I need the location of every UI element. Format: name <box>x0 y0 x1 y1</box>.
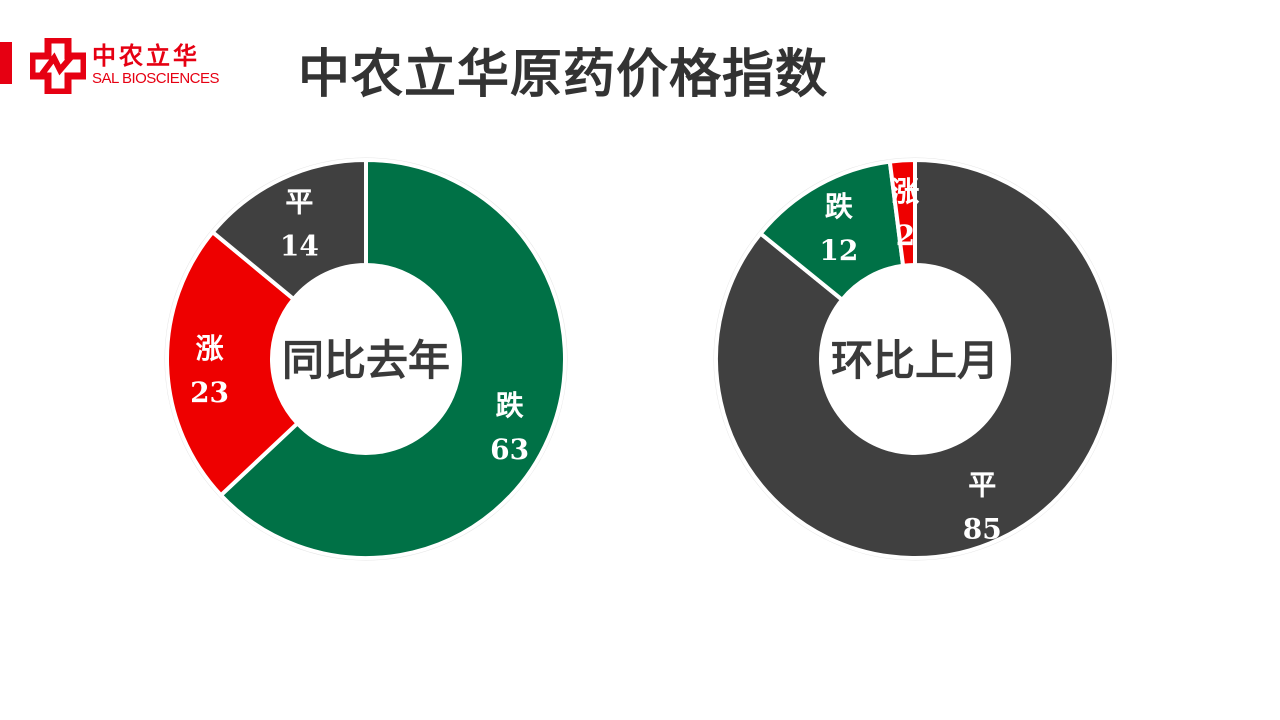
slice-平 <box>209 157 368 302</box>
slice-value: 12 <box>819 234 858 267</box>
slice-value: 63 <box>490 433 529 466</box>
slice-涨 <box>165 229 301 499</box>
slice-value: 14 <box>280 229 319 262</box>
slice-value: 2 <box>896 219 915 252</box>
slice-涨 <box>887 157 917 268</box>
slice-label: 平 <box>968 468 996 501</box>
accent-bar <box>0 42 12 84</box>
donut-chart-yoy: 跌 63 涨 23 平 14 同比去年 <box>164 157 568 561</box>
slice-label: 跌 <box>496 389 524 422</box>
logo-cross-icon <box>30 38 86 94</box>
slice-平 <box>714 157 1116 560</box>
center-label: 环比上月 <box>831 336 999 385</box>
slice-value: 23 <box>190 376 229 409</box>
slice-label: 平 <box>285 185 313 218</box>
page-title: 中农立华原药价格指数 <box>298 45 829 105</box>
slice-label: 跌 <box>825 190 853 223</box>
logo-chinese-text: 中农立华 <box>92 41 200 70</box>
slice-value: 85 <box>963 512 1002 545</box>
logo-english-text: SAL BIOSCIENCES <box>92 70 220 87</box>
company-logo: 中农立华 SAL BIOSCIENCES <box>30 36 220 94</box>
center-label: 同比去年 <box>282 336 450 385</box>
slice-label: 涨 <box>891 175 919 208</box>
slice-跌 <box>218 157 567 560</box>
slice-label: 涨 <box>196 332 224 365</box>
donut-chart-mom: 平 85 跌 12 涨 2 环比上月 <box>713 157 1117 561</box>
